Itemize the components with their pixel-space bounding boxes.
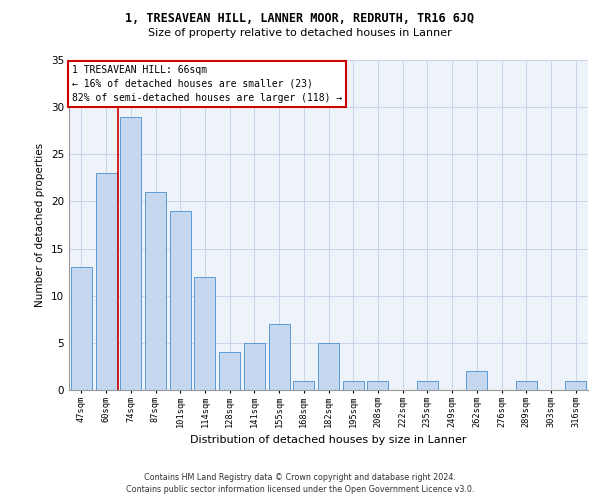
X-axis label: Distribution of detached houses by size in Lanner: Distribution of detached houses by size … [190, 436, 467, 446]
Bar [516, 380, 537, 390]
Bar [170, 211, 191, 390]
Bar [145, 192, 166, 390]
Text: Contains HM Land Registry data © Crown copyright and database right 2024.
Contai: Contains HM Land Registry data © Crown c… [126, 473, 474, 494]
Bar [194, 277, 215, 390]
Bar [219, 352, 240, 390]
Text: 1, TRESAVEAN HILL, LANNER MOOR, REDRUTH, TR16 6JQ: 1, TRESAVEAN HILL, LANNER MOOR, REDRUTH,… [125, 12, 475, 26]
Y-axis label: Number of detached properties: Number of detached properties [35, 143, 46, 307]
Bar [71, 268, 92, 390]
Bar [417, 380, 438, 390]
Bar [318, 343, 339, 390]
Bar [120, 116, 141, 390]
Text: Size of property relative to detached houses in Lanner: Size of property relative to detached ho… [148, 28, 452, 38]
Text: 1 TRESAVEAN HILL: 66sqm
← 16% of detached houses are smaller (23)
82% of semi-de: 1 TRESAVEAN HILL: 66sqm ← 16% of detache… [71, 65, 342, 103]
Bar [95, 173, 116, 390]
Bar [293, 380, 314, 390]
Bar [466, 371, 487, 390]
Bar [244, 343, 265, 390]
Bar [343, 380, 364, 390]
Bar [565, 380, 586, 390]
Bar [269, 324, 290, 390]
Bar [367, 380, 388, 390]
